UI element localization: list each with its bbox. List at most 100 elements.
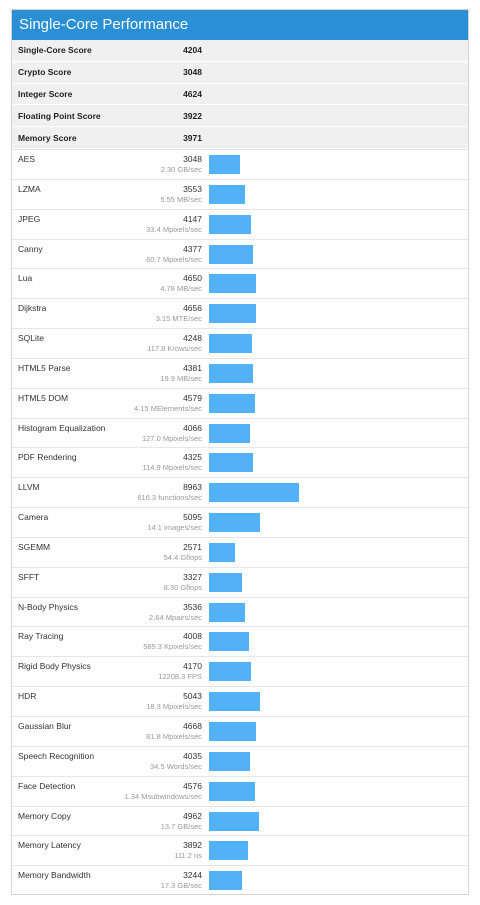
benchmark-row: SGEMM 2571 54.4 Gflops — [12, 536, 468, 567]
benchmark-name: N-Body Physics — [18, 601, 78, 612]
benchmark-score: 4248 — [183, 333, 202, 344]
score-bar — [209, 811, 259, 831]
benchmark-name: Speech Recognition — [18, 750, 95, 761]
benchmark-score: 8963 — [183, 482, 202, 493]
score-bar-track — [202, 717, 382, 746]
benchmark-name: HTML5 DOM — [18, 392, 69, 403]
benchmark-score: 3536 — [183, 601, 202, 612]
summary-table: Single-Core Score 4204 Crypto Score 3048 Int… — [12, 40, 468, 149]
summary-row: Memory Score 3971 — [12, 127, 468, 149]
score-bar-track — [202, 240, 382, 269]
score-bar-track — [202, 359, 382, 388]
benchmark-row: AES 3048 2.30 GB/sec — [12, 148, 468, 179]
benchmark-row: LZMA 3553 5.55 MB/sec — [12, 178, 468, 209]
score-bar-track — [202, 747, 382, 776]
benchmark-values: 3048 2.30 GB/sec — [161, 150, 202, 179]
score-bar-track — [202, 627, 382, 656]
benchmark-score: 2571 — [183, 541, 202, 552]
benchmark-name: Ray Tracing — [18, 631, 64, 642]
score-bar-track — [202, 687, 382, 716]
benchmark-values: 3892 111.2 ns — [172, 836, 202, 865]
benchmark-row: Canny 4377 60.7 Mpixels/sec — [12, 238, 468, 269]
benchmark-name: HDR — [18, 691, 37, 702]
score-bar-track — [202, 568, 382, 597]
benchmark-values: 3327 8.30 Gflops — [164, 568, 202, 597]
benchmark-throughput: 127.0 Mpixels/sec — [141, 433, 202, 443]
benchmark-throughput: 12208.3 FPS — [158, 672, 202, 682]
benchmark-values: 4650 4.78 MB/sec — [160, 269, 202, 298]
summary-score: 3048 — [183, 67, 202, 78]
benchmark-score: 3553 — [183, 183, 202, 194]
benchmark-throughput: 18.3 Mpixels/sec — [146, 702, 202, 712]
benchmark-values: 3244 17.3 GB/sec — [161, 866, 202, 895]
score-bar-track — [202, 478, 382, 507]
benchmark-name: LZMA — [18, 183, 41, 194]
benchmark-throughput: 2.30 GB/sec — [160, 164, 202, 174]
benchmark-row: Memory Copy 4962 13.7 GB/sec — [12, 805, 468, 836]
benchmark-score: 4668 — [183, 721, 202, 732]
benchmark-score: 4650 — [183, 273, 202, 284]
panel-title: Single-Core Performance — [12, 10, 468, 40]
benchmark-name: Face Detection — [18, 780, 76, 791]
score-bar — [209, 841, 249, 861]
benchmark-name: Histogram Equalization — [18, 422, 106, 433]
benchmark-score: 4962 — [183, 810, 202, 821]
benchmark-score: 4325 — [183, 452, 202, 463]
benchmark-row: Histogram Equalization 4066 127.0 Mpixels/… — [12, 417, 468, 448]
benchmark-score: 4656 — [183, 303, 202, 314]
score-bar — [209, 393, 256, 413]
summary-row: Floating Point Score 3922 — [12, 105, 468, 128]
benchmark-row: Camera 5095 14.1 images/sec — [12, 507, 468, 537]
score-bar — [209, 572, 243, 592]
benchmark-values: 4668 81.8 Mpixels/sec — [146, 717, 202, 746]
benchmark-throughput: 616.3 functions/sec — [137, 493, 202, 503]
score-bar-track — [202, 508, 382, 537]
benchmark-row: Face Detection 4576 1.34 Msubwindows/sec — [12, 775, 468, 806]
benchmark-throughput: 8.30 Gflops — [163, 582, 202, 592]
benchmark-score: 4576 — [183, 780, 202, 791]
score-bar — [209, 781, 256, 801]
benchmark-values: 4066 127.0 Mpixels/sec — [142, 419, 202, 448]
benchmark-name: Camera — [18, 512, 49, 523]
score-bar — [209, 304, 256, 324]
benchmark-row: Memory Latency 3892 111.2 ns — [12, 835, 468, 865]
benchmark-throughput: 2.64 Mpairs/sec — [149, 612, 202, 622]
benchmark-score: 4035 — [183, 750, 202, 761]
score-bar — [209, 871, 242, 891]
benchmark-throughput: 14.1 images/sec — [147, 523, 202, 533]
benchmark-row: Dijkstra 4656 3.15 MTE/sec — [12, 298, 468, 328]
benchmark-row: HTML5 Parse 4381 19.9 MB/sec — [12, 357, 468, 388]
benchmark-score: 5095 — [183, 512, 202, 523]
benchmark-name: PDF Rendering — [18, 452, 77, 463]
benchmark-table: AES 3048 2.30 GB/sec LZMA 3553 5.55 MB/sec JPE… — [12, 148, 468, 895]
score-bar — [209, 453, 253, 473]
score-bar-track — [202, 836, 382, 865]
benchmark-score: 3327 — [183, 571, 202, 582]
benchmark-throughput: 585.3 Kpixels/sec — [143, 642, 202, 652]
score-bar — [209, 751, 250, 771]
summary-row: Integer Score 4624 — [12, 83, 468, 106]
benchmark-score: 3892 — [183, 840, 202, 851]
score-bar-track — [202, 180, 382, 209]
benchmark-throughput: 1.34 Msubwindows/sec — [124, 791, 202, 801]
score-bar — [209, 602, 245, 622]
benchmark-values: 4147 33.4 Mpixels/sec — [146, 210, 202, 239]
benchmark-name: Memory Latency — [18, 840, 81, 851]
score-bar — [209, 244, 254, 264]
benchmark-row: Ray Tracing 4008 585.3 Kpixels/sec — [12, 626, 468, 656]
summary-row: Crypto Score 3048 — [12, 61, 468, 84]
benchmark-row: Gaussian Blur 4668 81.8 Mpixels/sec — [12, 716, 468, 746]
benchmark-throughput: 5.55 MB/sec — [160, 194, 202, 204]
benchmark-score: 4147 — [183, 213, 202, 224]
score-bar-track — [202, 777, 382, 806]
benchmark-name: SFFT — [18, 571, 40, 582]
summary-score: 3971 — [183, 132, 202, 143]
benchmark-row: JPEG 4147 33.4 Mpixels/sec — [12, 208, 468, 239]
benchmark-values: 4381 19.9 MB/sec — [160, 359, 202, 388]
score-bar-track — [202, 269, 382, 298]
benchmark-row: Lua 4650 4.78 MB/sec — [12, 268, 468, 298]
score-bar — [209, 154, 240, 174]
score-bar-track — [202, 210, 382, 239]
benchmark-score: 3048 — [183, 153, 202, 164]
summary-score: 4624 — [183, 88, 202, 99]
